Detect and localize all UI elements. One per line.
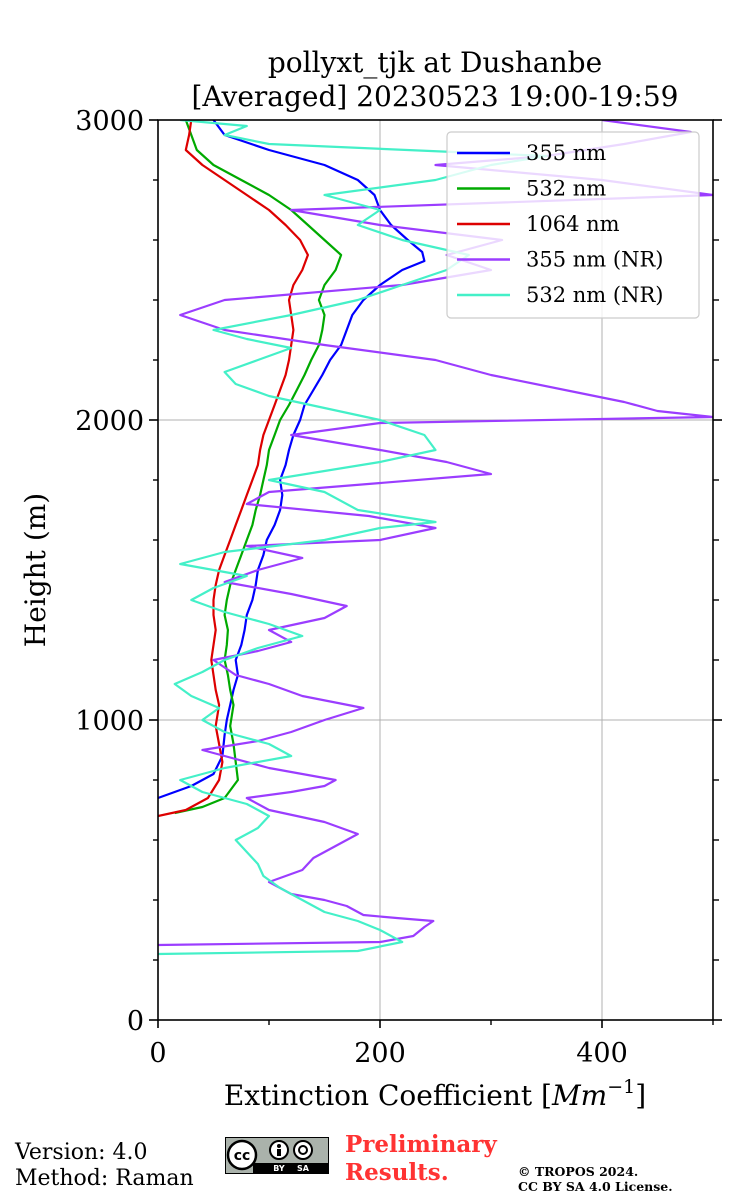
preliminary-line2: Results. — [345, 1159, 449, 1186]
legend-label-0: 355 nm — [526, 141, 606, 165]
chart-title-line1: pollyxt_tjk at Dushanbe — [268, 46, 602, 79]
chart-title-line2: [Averaged] 20230523 19:00-19:59 — [192, 80, 679, 113]
y-tick-label-0: 0 — [127, 1006, 144, 1037]
copyright-line2: CC BY SA 4.0 License. — [518, 1179, 673, 1194]
method-text: Method: Raman — [15, 1166, 194, 1191]
version-text: Version: 4.0 — [15, 1140, 148, 1165]
preliminary-results-note: Preliminary Results. — [345, 1131, 497, 1187]
x-axis-label-end: ] — [635, 1079, 646, 1112]
x-axis-label-unit: Mm — [551, 1079, 607, 1112]
plot-frame — [157, 119, 714, 1021]
series-line-1 — [174, 120, 343, 815]
x-tick-label-2: 400 — [576, 1038, 628, 1069]
legend-label-3: 355 nm (NR) — [526, 248, 663, 272]
series-line-3 — [158, 120, 713, 947]
legend-box — [446, 131, 700, 319]
footer-version-method: Version: 4.0 Method: Raman — [15, 1140, 194, 1192]
x-axis-label-main: Extinction Coefficient [ — [224, 1079, 552, 1112]
legend-label-2: 1064 nm — [526, 212, 620, 236]
copyright-line1: © TROPOS 2024. — [518, 1164, 639, 1179]
y-tick-label-1: 1000 — [75, 706, 144, 737]
extinction-chart: pollyxt_tjk at Dushanbe [Averaged] 20230… — [19, 46, 722, 1112]
cc-icon — [226, 1139, 258, 1171]
x-tick-label-0: 0 — [149, 1038, 166, 1069]
axis-ticks: 0 200 400 0 1000 2000 3000 — [75, 106, 722, 1069]
series-line-0 — [158, 120, 426, 800]
cc-sa-text: SA — [297, 1164, 310, 1173]
cc-by-text: BY — [273, 1164, 285, 1173]
y-tick-label-2: 2000 — [75, 406, 144, 437]
x-axis-label: Extinction Coefficient [Mm−1] — [224, 1076, 646, 1112]
legend-label-1: 532 nm — [526, 177, 606, 201]
preliminary-line1: Preliminary — [345, 1131, 497, 1158]
copyright-note: © TROPOS 2024. CC BY SA 4.0 License. — [518, 1164, 673, 1194]
series-line-2 — [158, 120, 309, 818]
cc-text: cc — [234, 1148, 251, 1164]
x-tick-label-1: 200 — [354, 1038, 406, 1069]
legend-label-4: 532 nm (NR) — [526, 283, 663, 307]
y-axis-label: Height (m) — [19, 493, 52, 647]
x-axis-label-exp: −1 — [607, 1076, 635, 1098]
cc-license-badge: cc BY SA — [225, 1137, 329, 1174]
sa-icon — [293, 1140, 313, 1160]
legend: 355 nm 532 nm 1064 nm 355 nm (NR) 532 nm (NR… — [446, 131, 700, 319]
y-tick-label-3: 3000 — [75, 106, 144, 137]
